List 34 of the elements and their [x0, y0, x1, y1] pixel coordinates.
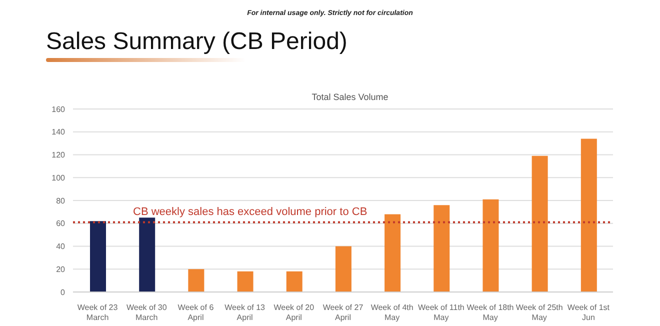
- x-tick-label: Week of 25th May: [516, 303, 563, 322]
- y-tick-label: 120: [52, 150, 66, 160]
- bar: [90, 221, 106, 292]
- bar: [237, 271, 254, 292]
- x-tick-label: Week of 1st Jun: [567, 303, 610, 322]
- bar: [384, 214, 401, 292]
- x-tick-label: Week of 4th May: [370, 303, 414, 322]
- bar: [139, 218, 156, 292]
- y-tick-label: 20: [56, 264, 66, 274]
- bar: [188, 269, 204, 292]
- x-tick-label: Week of 6 April: [178, 303, 214, 322]
- bar: [580, 138, 597, 292]
- x-tick-label: Week of 23 March: [77, 303, 118, 322]
- bar: [482, 199, 499, 292]
- y-tick-label: 0: [60, 288, 66, 297]
- x-tick-label: Week of 13 April: [224, 303, 266, 322]
- x-tick-label: Week of 20 April: [274, 303, 315, 322]
- y-tick-label: 160: [52, 104, 66, 114]
- x-tick-label: Week of 30 March: [126, 303, 168, 322]
- ref-line-label: CB weekly sales has exceed volume prior to CB: [133, 206, 368, 218]
- chart-title: Sales Summary (CB Period): [46, 28, 348, 56]
- bar: [335, 246, 352, 292]
- x-tick-label: Week of 27 April: [322, 303, 364, 322]
- y-tick-label: 100: [52, 173, 66, 182]
- x-tick-label: Week of 11th May: [418, 303, 464, 322]
- chart-subtitle: Total Sales Volume: [310, 92, 390, 102]
- bar: [434, 205, 450, 292]
- y-tick-label: 40: [56, 242, 66, 252]
- x-tick-label: Week of 18th May: [466, 303, 514, 322]
- y-tick-label: 80: [56, 196, 66, 206]
- y-tick-label: 60: [56, 219, 66, 228]
- bar: [532, 156, 548, 292]
- y-tick-label: 140: [52, 128, 66, 137]
- bar: [286, 271, 302, 292]
